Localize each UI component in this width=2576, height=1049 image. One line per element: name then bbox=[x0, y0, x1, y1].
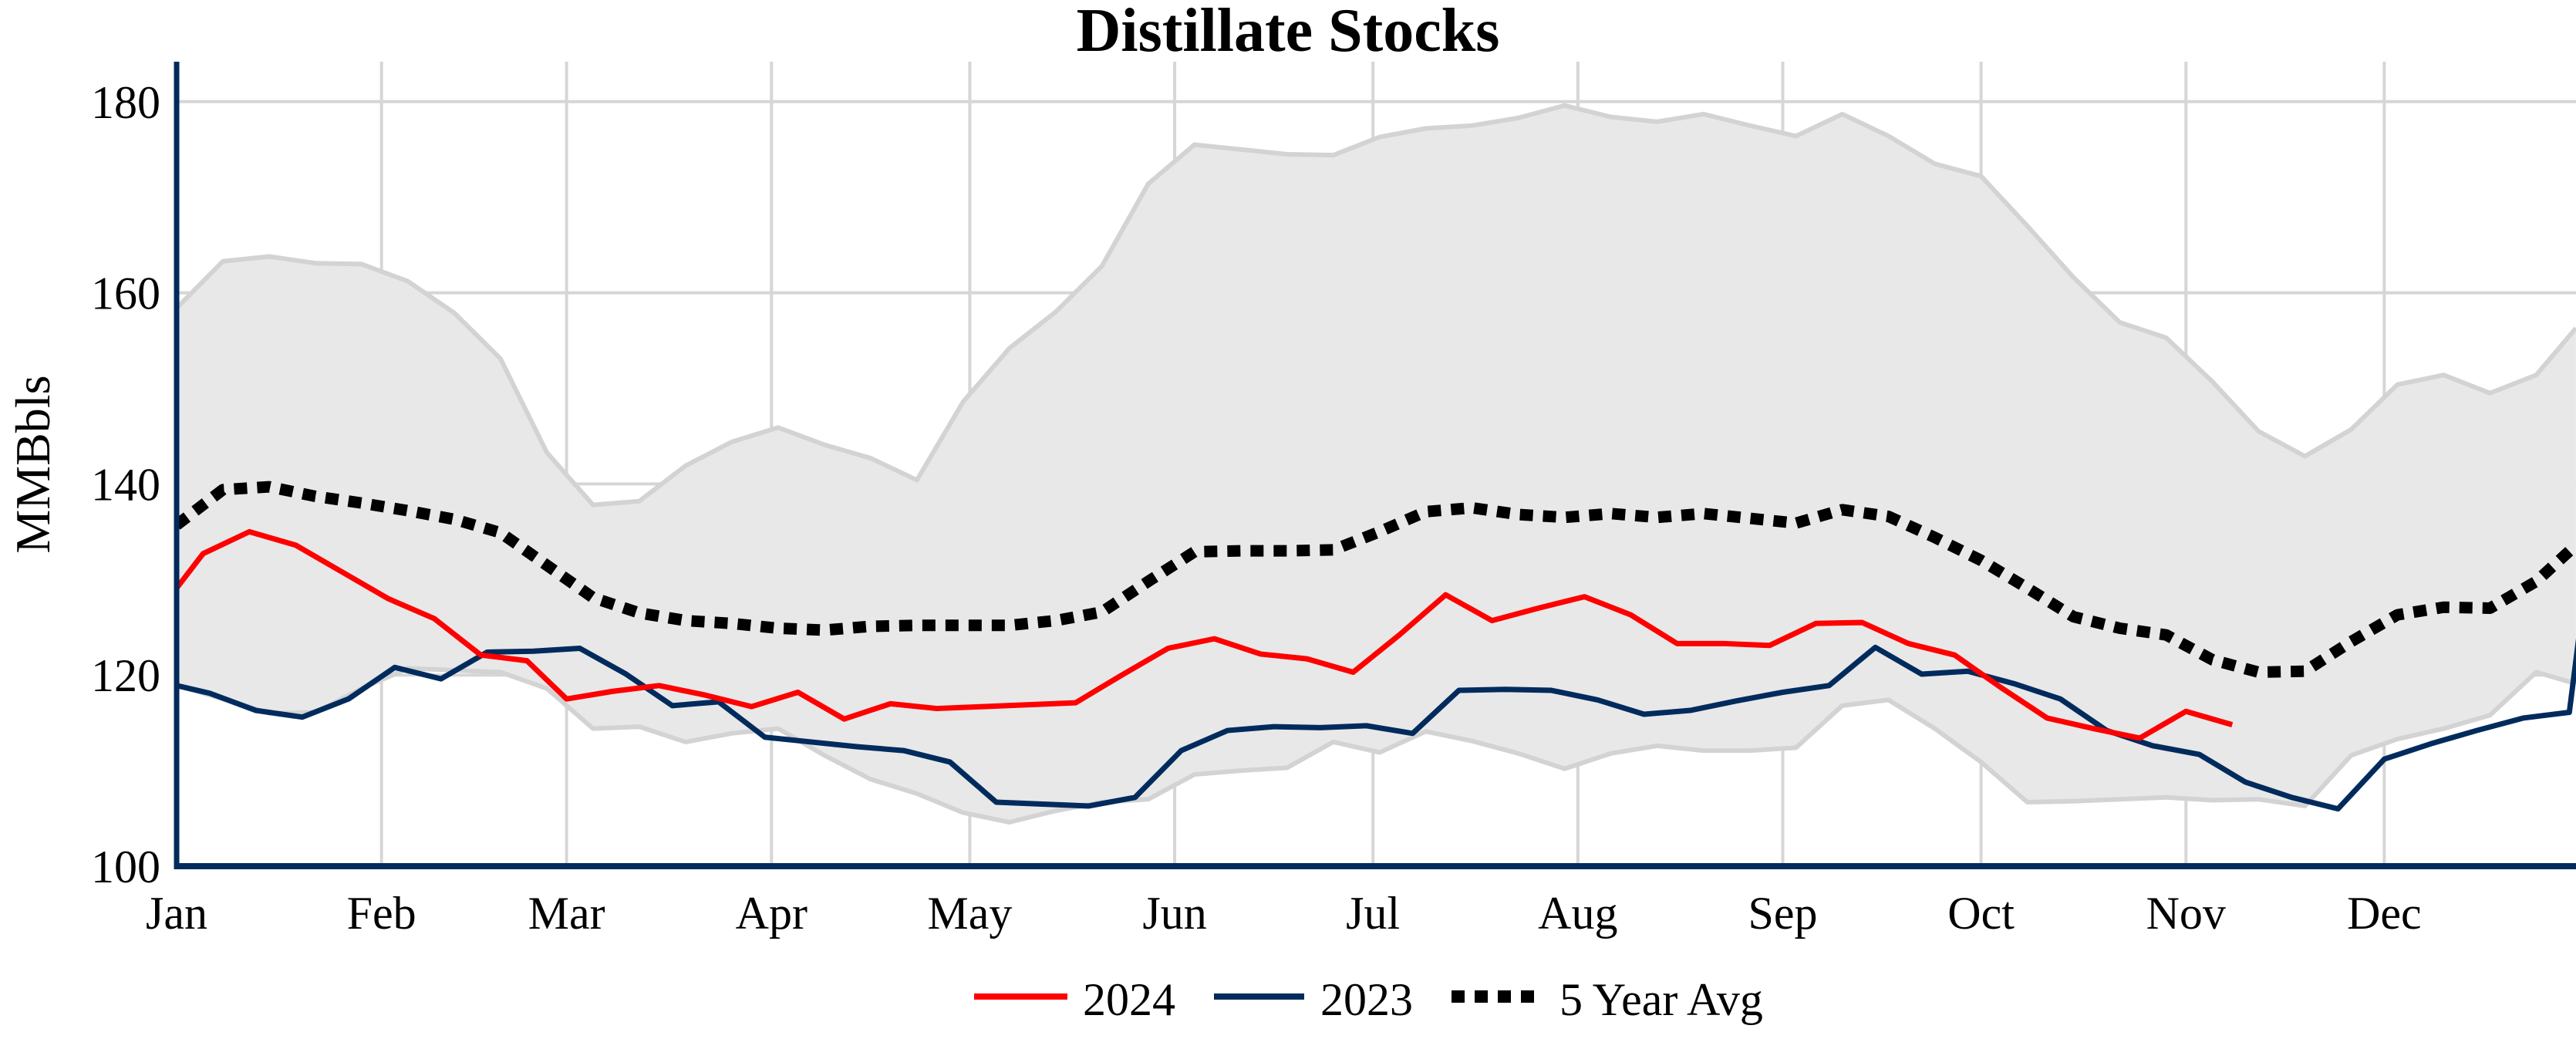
x-tick-label: Nov bbox=[2146, 888, 2226, 939]
legend-label-5-year-avg: 5 Year Avg bbox=[1559, 974, 1763, 1025]
y-tick-labels: 100 120 140 160 180 bbox=[91, 77, 160, 892]
range-band bbox=[177, 103, 2576, 825]
series-2024 bbox=[177, 528, 2234, 741]
range-band-min-line bbox=[177, 666, 2576, 825]
x-tick-label: Jan bbox=[146, 888, 207, 939]
x-tick-label: Mar bbox=[528, 888, 605, 939]
line-5-year-avg bbox=[177, 481, 2576, 678]
legend-item-2023[interactable]: 2023 bbox=[1214, 974, 1413, 1025]
legend: 2024 2023 5 Year Avg bbox=[974, 974, 1763, 1025]
x-tick-label: Feb bbox=[347, 888, 416, 939]
x-tick-label: Aug bbox=[1538, 888, 1617, 939]
y-tick-label: 120 bbox=[91, 650, 160, 701]
legend-label-2023: 2023 bbox=[1320, 974, 1413, 1025]
line-2023 bbox=[177, 638, 2576, 812]
range-band-fill bbox=[177, 105, 2576, 823]
x-tick-labels: Jan Feb Mar Apr May Jun Jul Aug Sep Oct Nov Dec bbox=[146, 888, 2422, 939]
y-tick-label: 160 bbox=[91, 268, 160, 319]
line-2024 bbox=[177, 528, 2234, 741]
x-tick-label: Apr bbox=[736, 888, 808, 939]
chart-title: Distillate Stocks bbox=[1077, 0, 1500, 65]
legend-item-5-year-avg[interactable]: 5 Year Avg bbox=[1452, 974, 1763, 1025]
x-tick-label: Dec bbox=[2347, 888, 2422, 939]
x-tick-label: Oct bbox=[1947, 888, 2015, 939]
series-2023 bbox=[177, 638, 2576, 812]
y-tick-label: 100 bbox=[91, 842, 160, 892]
y-tick-label: 180 bbox=[91, 77, 160, 128]
y-tick-label: 140 bbox=[91, 459, 160, 510]
series-5-year-avg bbox=[177, 481, 2576, 678]
series-lines bbox=[177, 481, 2576, 812]
x-tick-label: May bbox=[927, 888, 1012, 939]
legend-label-2024: 2024 bbox=[1083, 974, 1175, 1025]
legend-item-2024[interactable]: 2024 bbox=[974, 974, 1175, 1025]
x-tick-label: Jun bbox=[1142, 888, 1206, 939]
x-tick-label: Sep bbox=[1748, 888, 1818, 939]
y-axis-label: MMBbls bbox=[5, 375, 60, 553]
range-band-max-line bbox=[177, 103, 2576, 508]
x-tick-label: Jul bbox=[1346, 888, 1400, 939]
axes bbox=[174, 62, 2576, 869]
